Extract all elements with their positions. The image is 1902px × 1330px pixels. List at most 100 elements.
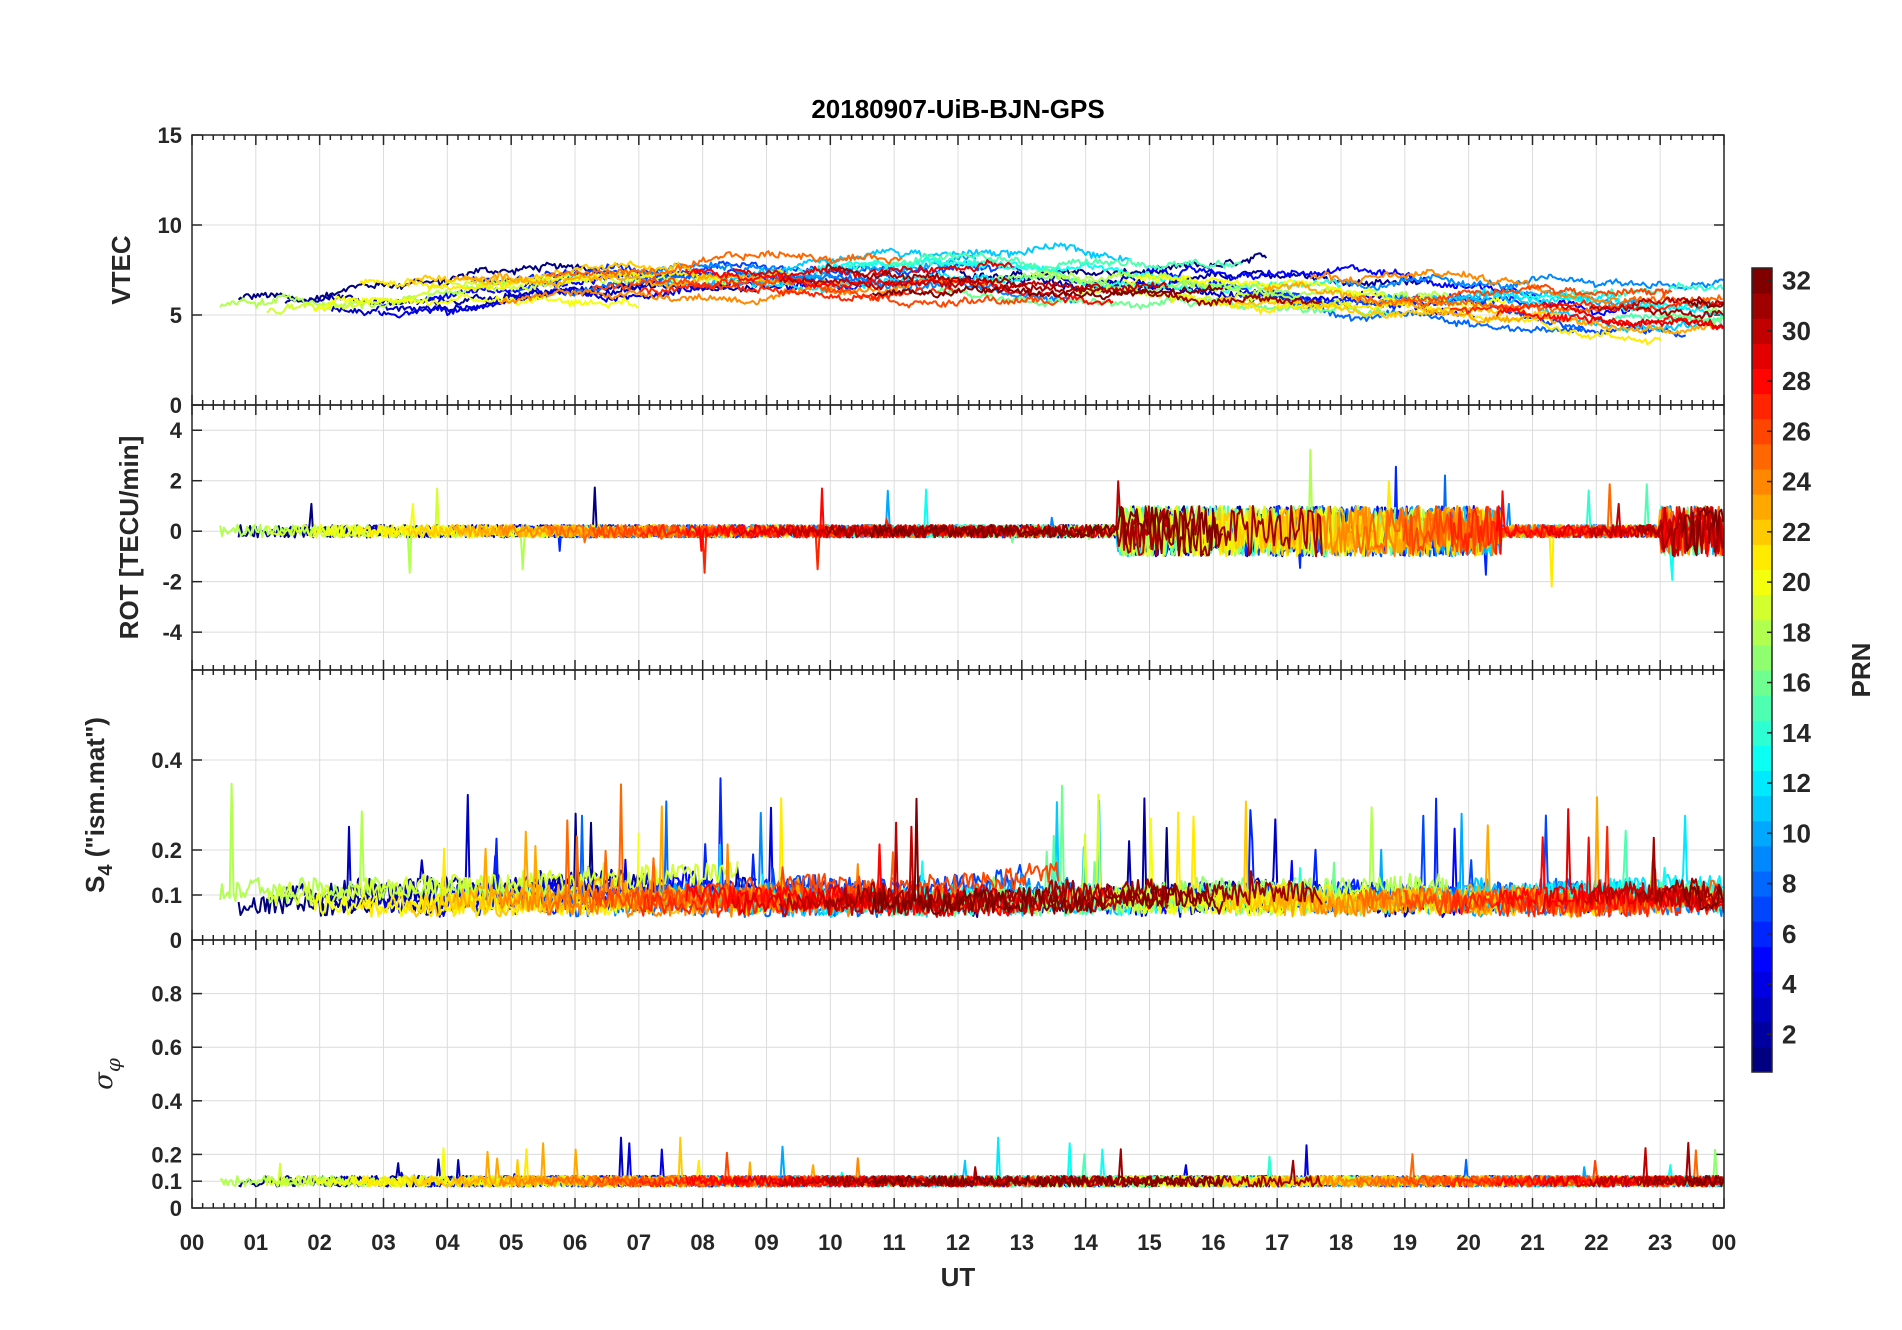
colorbar-segment (1752, 519, 1772, 545)
x-tick-label: 18 (1329, 1230, 1353, 1255)
series-prn-29 (732, 259, 1014, 279)
series-prn-32 (1682, 884, 1724, 911)
x-tick-label: 09 (754, 1230, 778, 1255)
colorbar-segment (1752, 368, 1772, 395)
x-tick-label: 01 (244, 1230, 268, 1255)
colorbar-segment (1752, 318, 1772, 344)
series-prn-32 (1682, 298, 1724, 309)
series-prn-31 (1635, 505, 1724, 556)
series-prn-31 (824, 870, 1323, 912)
series-prn-32 (872, 1174, 1224, 1188)
series-prn-12 (751, 270, 1032, 294)
series-prn-29 (731, 1175, 1013, 1188)
series-prn-25 (545, 250, 903, 279)
colorbar-segment (1752, 770, 1772, 797)
colorbar-segment (1752, 393, 1772, 420)
series-prn-16 (936, 287, 1396, 318)
colorbar-segment (1752, 871, 1772, 897)
y-tick-label: 0.4 (151, 1089, 182, 1114)
y-tick-label: 0 (170, 1196, 182, 1221)
series-prn-27 (639, 278, 959, 302)
y-tick-label: 0.6 (151, 1035, 182, 1060)
series-prn-25 (1356, 294, 1723, 314)
series-prn-32 (1682, 1175, 1724, 1188)
colorbar-tick-label: 12 (1782, 768, 1811, 798)
panel-sigma: 00.10.2 0.4 0.6 0.8 σφ (89, 939, 1725, 1221)
x-tick-label: 06 (563, 1230, 587, 1255)
colorbar-segment (1752, 670, 1772, 696)
colorbar-tick-label: 24 (1782, 467, 1811, 497)
y-tick-label: 15 (158, 123, 182, 148)
colorbar-segment (1752, 293, 1772, 319)
panel-rot: -4 -2 0 2 4 ROT [TECU/min] (114, 404, 1725, 671)
y-axis-label-s4: S4 ("ism.mat") (80, 717, 117, 893)
colorbar-segment (1752, 1021, 1772, 1048)
colorbar-segment (1752, 745, 1772, 771)
x-tick-label: 10 (818, 1230, 842, 1255)
colorbar-tick-label: 2 (1782, 1019, 1796, 1049)
series-prn-32 (871, 797, 1224, 915)
colorbar-tick-label: 22 (1782, 517, 1811, 547)
colorbar-tick-label: 4 (1782, 969, 1797, 999)
series-prn-22 (1216, 296, 1561, 319)
colorbar-segment (1752, 644, 1772, 671)
x-tick-label: 21 (1520, 1230, 1544, 1255)
y-tick-label: -4 (162, 620, 182, 645)
x-tick-label: 20 (1456, 1230, 1480, 1255)
colorbar-segment (1752, 469, 1772, 495)
series-prn-1 (237, 261, 601, 304)
colorbar-segment (1752, 268, 1772, 294)
series-prn-24 (499, 276, 1004, 306)
colorbar-tick-label: 6 (1782, 919, 1796, 949)
colorbar-segment (1752, 996, 1772, 1023)
series-prn-32 (871, 284, 1224, 301)
chart-title: 20180907-UiB-BJN-GPS (811, 94, 1104, 124)
x-tick-label: 08 (690, 1230, 714, 1255)
x-tick-label: 22 (1584, 1230, 1608, 1255)
x-tick-label: 05 (499, 1230, 523, 1255)
colorbar-tick-label: 14 (1782, 718, 1811, 748)
colorbar-tick-label: 32 (1782, 266, 1811, 296)
series-prn-24 (1309, 268, 1617, 305)
colorbar-segment (1752, 845, 1772, 872)
y-tick-label: 0.1 (151, 883, 182, 908)
x-tick-label: 15 (1137, 1230, 1161, 1255)
series-prn-32 (1682, 507, 1724, 557)
colorbar-segment (1752, 418, 1772, 445)
y-tick-label: 0.2 (151, 838, 182, 863)
colorbar-segment (1752, 594, 1772, 621)
y-axis-label-sigma: σφ (89, 1058, 125, 1090)
series-prn-29 (1542, 301, 1724, 330)
panel-vtec: 0 5 10 15 VTEC (106, 123, 1725, 418)
y-tick-label: 0 (170, 393, 182, 418)
x-tick-label: 00 (1712, 1230, 1736, 1255)
series-prn-12 (1471, 287, 1724, 318)
x-axis: 00 01 02 03 04 05 06 07 08 09 10 11 12 13 14 15 16 17 18 19… (180, 1230, 1736, 1255)
series-prn-31 (824, 263, 1323, 307)
x-tick-label: 14 (1073, 1230, 1098, 1255)
y-axis-label-vtec: VTEC (106, 235, 136, 305)
series-prn-8 (1285, 299, 1586, 334)
colorbar-segment (1752, 619, 1772, 646)
colorbar-segment (1752, 695, 1772, 721)
series-prn-10 (657, 254, 977, 288)
colorbar-tick-label: 26 (1782, 416, 1811, 446)
colorbar-segment (1752, 1046, 1772, 1073)
colorbar-segment (1752, 569, 1772, 596)
x-tick-label: 23 (1648, 1230, 1672, 1255)
series-prn-32 (871, 506, 1224, 557)
x-tick-label: 16 (1201, 1230, 1225, 1255)
colorbar-segment (1752, 720, 1772, 746)
colorbar-segment (1752, 544, 1772, 570)
x-tick-label: 07 (627, 1230, 651, 1255)
x-tick-label: 17 (1265, 1230, 1289, 1255)
series-prn-20 (312, 292, 639, 312)
y-tick-label: 0.8 (151, 982, 182, 1007)
y-tick-label: -2 (162, 570, 182, 595)
colorbar-segment (1752, 343, 1772, 369)
series-prn-26 (1403, 283, 1673, 303)
y-axis-label-rot: ROT [TECU/min] (114, 436, 144, 640)
